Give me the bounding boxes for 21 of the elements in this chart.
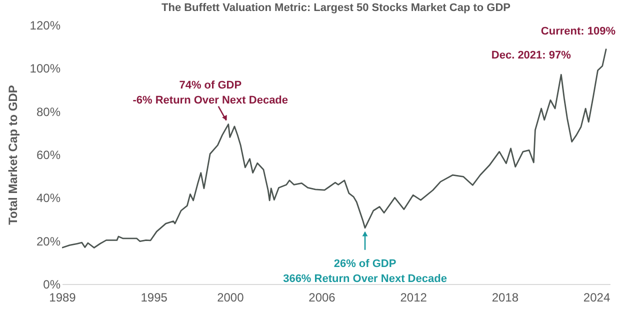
annotation: 74% of GDP -6% Return Over Next Decade: [132, 79, 288, 106]
y-tick-label: 80%: [36, 104, 61, 119]
y-tick-label: 120%: [30, 18, 61, 32]
y-tick-label: 100%: [30, 62, 61, 76]
x-tick-label: 1995: [140, 290, 168, 304]
x-tick-label: 2012: [400, 290, 428, 304]
x-tick-label: 2006: [308, 290, 336, 304]
x-tick-label: 2000: [217, 290, 244, 304]
annotation: Current: 109%: [540, 26, 616, 38]
annotation: 26% of GDP 366% Return Over Next Decade: [283, 258, 447, 285]
y-tick-label: 40%: [36, 191, 61, 206]
x-tick-label: 1989: [49, 290, 76, 304]
x-tick-label: 2018: [492, 290, 519, 304]
line-series: [62, 48, 607, 248]
annotation: Dec. 2021: 97%: [491, 50, 572, 62]
y-tick-label: 0%: [43, 278, 61, 292]
y-axis-title: Total Market Cap to GDP: [6, 85, 20, 225]
y-tick-label: 60%: [36, 148, 61, 162]
x-tick-label: 2024: [583, 290, 610, 304]
y-tick-label: 20%: [36, 234, 61, 248]
chart-title: The Buffett Valuation Metric: Largest 50 Stocks Market Cap to GDP: [161, 2, 511, 14]
